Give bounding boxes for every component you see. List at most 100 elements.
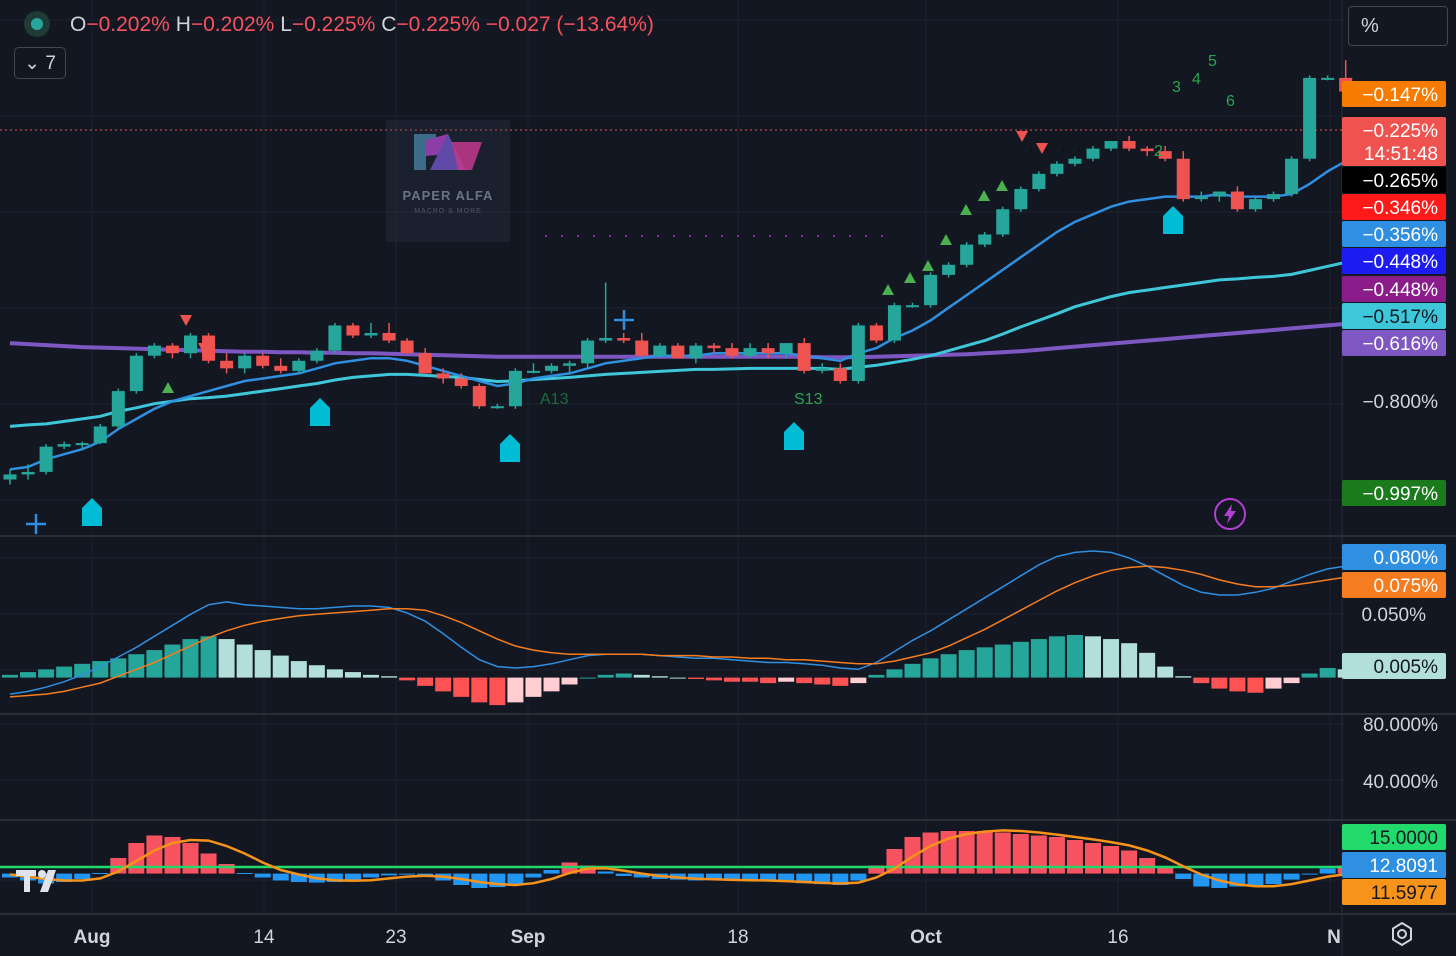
candle-body bbox=[689, 345, 703, 359]
up-triangle-icon bbox=[904, 272, 916, 283]
down-triangle-icon bbox=[1016, 131, 1028, 142]
stoch-histogram-bar bbox=[760, 873, 777, 882]
macd-histogram-bar bbox=[381, 676, 398, 678]
stoch-histogram-bar bbox=[92, 873, 109, 874]
settings-gear-icon[interactable] bbox=[1388, 920, 1416, 948]
osc-tick: 40.000% bbox=[1363, 772, 1438, 793]
up-triangle-icon bbox=[162, 382, 174, 393]
low-label: L bbox=[280, 13, 292, 36]
candle-body bbox=[1230, 191, 1244, 210]
macd-histogram-bar bbox=[904, 663, 921, 678]
macd-histogram-bar bbox=[164, 644, 181, 678]
candle-body bbox=[1050, 163, 1064, 174]
stoch-histogram-bar bbox=[56, 873, 73, 882]
candle-body bbox=[490, 406, 504, 409]
percent-scale-button[interactable]: % bbox=[1348, 6, 1448, 46]
stoch-axis-label-bg bbox=[1342, 824, 1446, 850]
down-triangle-icon bbox=[180, 315, 192, 326]
stoch-histogram-bar bbox=[1012, 834, 1029, 874]
watermark-logo: PAPER ALFA MACRO & MORE bbox=[386, 120, 510, 242]
symbol-status-icon[interactable] bbox=[24, 11, 50, 37]
stoch-histogram-bar bbox=[633, 873, 650, 878]
price-axis-label-bg bbox=[1342, 276, 1446, 302]
stoch-histogram-bar bbox=[796, 873, 813, 884]
macd-histogram-bar bbox=[1229, 677, 1246, 692]
candle-body bbox=[526, 370, 540, 373]
candle-body bbox=[653, 345, 667, 356]
price-axis[interactable]: −0.147% −0.225%14:51:48 −0.265% −0.346% −0.3… bbox=[1342, 81, 1446, 905]
macd-histogram-bar bbox=[1319, 667, 1336, 678]
macd-histogram-bar bbox=[38, 669, 55, 678]
price-pane[interactable]: A13 S13 2 3 45 6 bbox=[0, 53, 1371, 534]
tradingview-logo-icon[interactable] bbox=[14, 864, 72, 896]
price-axis-label-bg bbox=[1342, 330, 1446, 356]
candle-body bbox=[454, 378, 468, 387]
stoch-histogram-bar bbox=[615, 873, 632, 876]
low-value: −0.225% bbox=[291, 13, 376, 36]
up-triangle-icon bbox=[922, 260, 934, 271]
macd-histogram-bar bbox=[453, 677, 470, 697]
macd-pane[interactable] bbox=[2, 550, 1372, 706]
candle-body bbox=[545, 365, 558, 371]
candle-body bbox=[1032, 173, 1046, 190]
macd-histogram-bar bbox=[940, 654, 957, 678]
macd-histogram-bar bbox=[561, 677, 578, 685]
time-axis[interactable]: Aug 14 23 Sep 18 Oct 16 N bbox=[74, 927, 1341, 948]
time-tick: N bbox=[1327, 927, 1341, 948]
candle-body bbox=[472, 386, 486, 407]
macd-axis-label-bg bbox=[1342, 653, 1446, 679]
stoch-histogram-bar bbox=[1265, 873, 1282, 885]
candle-body bbox=[779, 343, 793, 354]
up-triangle-icon bbox=[996, 180, 1008, 191]
macd-histogram-bar bbox=[1103, 639, 1120, 678]
macd-axis-label: 0.005% bbox=[1374, 657, 1439, 678]
macd-histogram-bar bbox=[308, 665, 325, 678]
macd-histogram-bar bbox=[778, 677, 795, 682]
macd-histogram-bar bbox=[1175, 676, 1192, 678]
stoch-histogram-bar bbox=[218, 864, 235, 874]
macd-histogram-bar bbox=[146, 650, 163, 678]
candle-body bbox=[1086, 148, 1100, 159]
price-axis-label: −0.448% bbox=[1362, 280, 1438, 301]
down-triangle-icon bbox=[1036, 143, 1048, 154]
macd-histogram-bar bbox=[886, 669, 903, 678]
candle-body bbox=[1267, 194, 1280, 200]
macd-histogram-bar bbox=[597, 674, 614, 678]
candle-body bbox=[418, 353, 432, 374]
macd-histogram-bar bbox=[272, 655, 289, 678]
stoch-histogram-bar bbox=[507, 873, 524, 885]
stoch-histogram-bar bbox=[326, 873, 343, 882]
indicators-collapse-button[interactable]: ⌄ 7 bbox=[14, 47, 66, 79]
candle-body bbox=[797, 343, 811, 371]
macd-histogram-bar bbox=[1121, 643, 1138, 678]
stoch-axis-label: 12.8091 bbox=[1369, 856, 1438, 877]
change-value: −0.027 (−13.64%) bbox=[485, 13, 654, 36]
price-axis-label: −0.356% bbox=[1362, 225, 1438, 246]
macd-histogram-bar bbox=[128, 654, 145, 678]
buy-signal-marker bbox=[784, 422, 804, 450]
stoch-histogram-bar bbox=[705, 873, 722, 881]
candle-body bbox=[1104, 141, 1118, 149]
candle-body bbox=[1014, 189, 1028, 210]
candle-body bbox=[906, 305, 919, 308]
candle-body bbox=[274, 365, 288, 371]
macd-histogram-bar bbox=[200, 636, 217, 678]
macd-histogram-bar bbox=[579, 677, 596, 679]
stoch-histogram-bar bbox=[1283, 873, 1300, 880]
stoch-histogram-bar bbox=[200, 853, 217, 874]
macd-axis-label: 0.080% bbox=[1374, 548, 1439, 569]
buy-signal-marker bbox=[500, 434, 520, 462]
price-axis-label-bg bbox=[1342, 140, 1446, 166]
candle-body bbox=[960, 244, 974, 265]
candle-body bbox=[57, 444, 71, 447]
lightning-icon[interactable] bbox=[1214, 498, 1246, 530]
macd-histogram-bar bbox=[651, 676, 668, 678]
price-axis-label-bg bbox=[1342, 81, 1446, 107]
stoch-histogram-bar bbox=[832, 873, 849, 885]
macd-histogram-bar bbox=[471, 677, 488, 703]
stoch-pane[interactable] bbox=[0, 829, 1372, 888]
candle-body bbox=[129, 355, 143, 392]
candle-body bbox=[1068, 158, 1082, 164]
count-annotation: 5 bbox=[1208, 53, 1217, 70]
